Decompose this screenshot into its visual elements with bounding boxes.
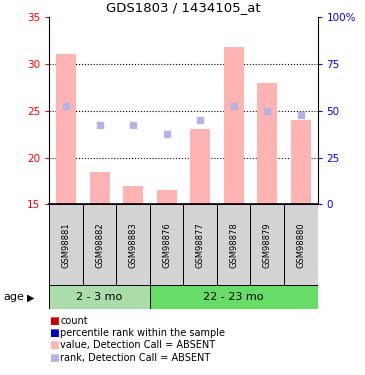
Bar xyxy=(150,285,318,309)
Text: rank, Detection Call = ABSENT: rank, Detection Call = ABSENT xyxy=(60,353,211,363)
Title: GDS1803 / 1434105_at: GDS1803 / 1434105_at xyxy=(106,2,261,14)
Text: GSM98880: GSM98880 xyxy=(296,222,305,267)
Text: GSM98878: GSM98878 xyxy=(229,222,238,268)
Bar xyxy=(56,54,76,204)
Text: value, Detection Call = ABSENT: value, Detection Call = ABSENT xyxy=(60,340,215,350)
Text: percentile rank within the sample: percentile rank within the sample xyxy=(60,328,225,338)
Bar xyxy=(83,204,116,285)
Bar xyxy=(250,204,284,285)
Text: count: count xyxy=(60,316,88,326)
Bar xyxy=(183,204,217,285)
Bar xyxy=(224,47,244,204)
Bar xyxy=(49,285,150,309)
Text: GSM98883: GSM98883 xyxy=(128,222,138,268)
Text: 22 - 23 mo: 22 - 23 mo xyxy=(203,292,264,302)
Text: 2 - 3 mo: 2 - 3 mo xyxy=(76,292,123,302)
Text: ■: ■ xyxy=(49,340,59,350)
Bar xyxy=(150,204,184,285)
Bar xyxy=(123,186,143,204)
Text: GSM98877: GSM98877 xyxy=(196,222,205,268)
Text: ■: ■ xyxy=(49,353,59,363)
Text: GSM98882: GSM98882 xyxy=(95,222,104,267)
Text: ■: ■ xyxy=(49,316,59,326)
Bar xyxy=(291,120,311,204)
Text: age: age xyxy=(4,292,24,302)
Bar xyxy=(257,82,277,204)
Bar xyxy=(49,204,83,285)
Bar xyxy=(116,204,150,285)
Text: GSM98879: GSM98879 xyxy=(263,222,272,267)
Bar xyxy=(89,172,110,204)
Text: ■: ■ xyxy=(49,328,59,338)
Bar xyxy=(217,204,250,285)
Bar xyxy=(190,129,210,204)
Text: GSM98881: GSM98881 xyxy=(62,222,70,267)
Text: GSM98876: GSM98876 xyxy=(162,222,171,268)
Bar xyxy=(157,190,177,204)
Bar xyxy=(284,204,318,285)
Text: ▶: ▶ xyxy=(27,292,35,302)
